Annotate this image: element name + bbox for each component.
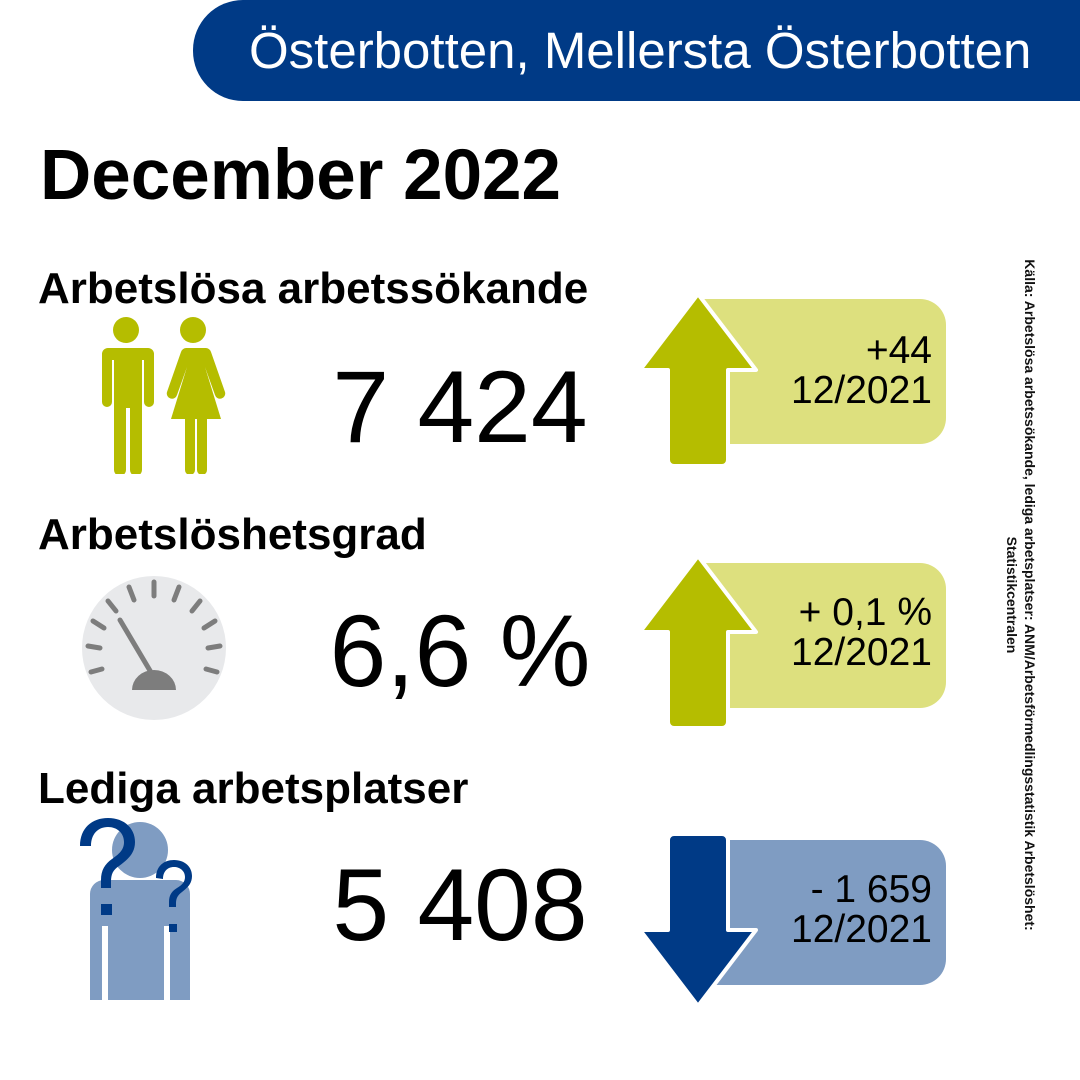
change-amount: - 1 659 xyxy=(810,868,932,911)
change-amount: +44 xyxy=(865,329,932,372)
increase-arrow-icon xyxy=(638,554,758,730)
indicator-value: 5 408 xyxy=(332,848,588,962)
region-title: Österbotten, Mellersta Österbotten xyxy=(249,22,1032,79)
source-note: Källa: Arbetslösa arbetssökande, lediga … xyxy=(1004,259,1038,931)
comparison-period: 12/2021 xyxy=(791,369,932,412)
period-title: December 2022 xyxy=(40,136,562,215)
decrease-arrow-icon xyxy=(638,832,758,1008)
indicator-title: Lediga arbetsplatser xyxy=(38,764,469,813)
change-box: - 1 659 12/2021 xyxy=(700,840,946,985)
people-icon xyxy=(102,317,226,474)
comparison-period: 12/2021 xyxy=(791,908,932,951)
change-amount: + 0,1 % xyxy=(798,591,932,634)
comparison-period: 12/2021 xyxy=(791,631,932,674)
region-banner: Österbotten, Mellersta Österbotten xyxy=(193,0,1080,101)
indicator-title: Arbetslöshetsgrad xyxy=(38,510,427,559)
gauge-icon xyxy=(82,576,226,720)
question-person-icon xyxy=(80,818,192,1000)
indicator-value: 6,6 % xyxy=(329,594,591,708)
increase-arrow-icon xyxy=(638,292,758,468)
indicator-value: 7 424 xyxy=(332,350,588,464)
change-box: + 0,1 % 12/2021 xyxy=(700,563,946,708)
indicator-title: Arbetslösa arbetssökande xyxy=(38,264,589,313)
